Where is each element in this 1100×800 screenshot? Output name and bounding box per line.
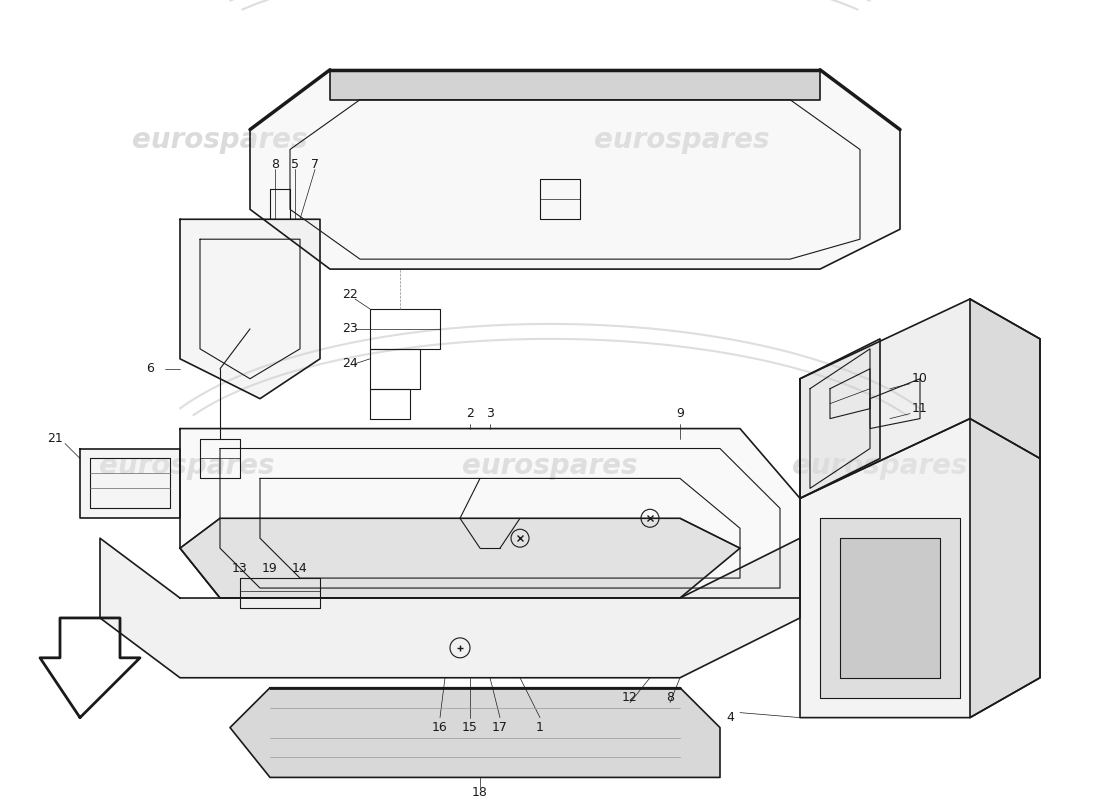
Polygon shape (230, 688, 720, 778)
Polygon shape (80, 449, 180, 518)
Polygon shape (820, 518, 960, 698)
Text: 14: 14 (293, 562, 308, 574)
Text: 9: 9 (676, 407, 684, 420)
Text: 15: 15 (462, 721, 477, 734)
Text: 4: 4 (726, 711, 734, 724)
Polygon shape (180, 518, 740, 598)
Text: 18: 18 (472, 786, 488, 799)
Text: 6: 6 (146, 362, 154, 375)
Text: 8: 8 (271, 158, 279, 171)
Polygon shape (180, 429, 800, 598)
Text: 7: 7 (311, 158, 319, 171)
Text: eurospares: eurospares (99, 453, 275, 481)
Polygon shape (800, 339, 880, 498)
Text: 3: 3 (486, 407, 494, 420)
Text: 2: 2 (466, 407, 474, 420)
Polygon shape (800, 299, 1040, 498)
Polygon shape (800, 418, 1040, 718)
Text: 23: 23 (342, 322, 358, 335)
Text: 1: 1 (536, 721, 543, 734)
Polygon shape (180, 219, 320, 398)
Text: 8: 8 (666, 691, 674, 704)
Text: 10: 10 (912, 372, 928, 386)
Text: 13: 13 (232, 562, 248, 574)
Text: eurospares: eurospares (132, 126, 308, 154)
Text: 16: 16 (432, 721, 448, 734)
Text: 21: 21 (47, 432, 63, 445)
Text: 19: 19 (262, 562, 278, 574)
Text: 24: 24 (342, 358, 358, 370)
Polygon shape (970, 299, 1040, 718)
Text: 17: 17 (492, 721, 508, 734)
Text: eurospares: eurospares (792, 453, 968, 481)
Text: 12: 12 (623, 691, 638, 704)
Polygon shape (100, 538, 800, 678)
Text: 5: 5 (292, 158, 299, 171)
Text: eurospares: eurospares (594, 126, 770, 154)
Polygon shape (840, 538, 940, 678)
Text: 22: 22 (342, 287, 358, 301)
Text: eurospares: eurospares (462, 453, 638, 481)
Polygon shape (330, 70, 820, 100)
Text: 11: 11 (912, 402, 928, 415)
Polygon shape (250, 70, 900, 269)
